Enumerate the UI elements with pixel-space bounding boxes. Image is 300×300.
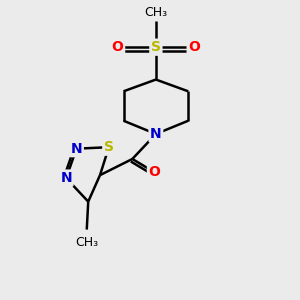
Text: N: N	[60, 171, 72, 185]
Text: N: N	[71, 142, 82, 156]
Text: O: O	[148, 165, 160, 179]
Text: S: S	[151, 40, 161, 54]
Text: O: O	[112, 40, 124, 54]
Text: CH₃: CH₃	[144, 6, 167, 19]
Text: N: N	[150, 127, 162, 141]
Text: CH₃: CH₃	[75, 236, 98, 249]
Text: O: O	[188, 40, 200, 54]
Text: S: S	[104, 140, 114, 154]
